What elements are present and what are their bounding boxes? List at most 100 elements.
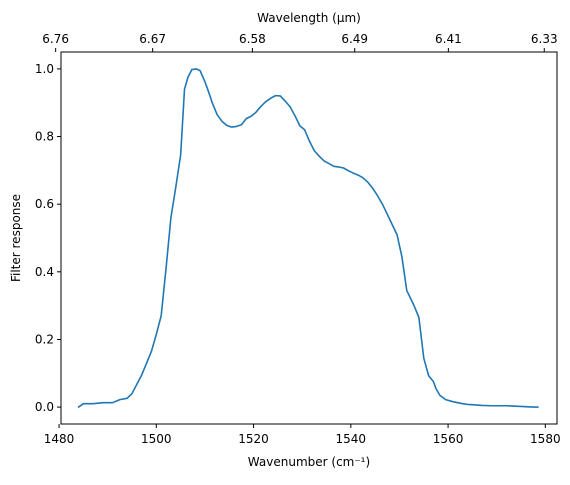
x-axis-label: Wavenumber (cm⁻¹) xyxy=(248,455,370,469)
data-point xyxy=(343,167,345,169)
data-point xyxy=(260,106,262,108)
data-point xyxy=(406,290,408,292)
data-point xyxy=(280,95,282,97)
data-point xyxy=(294,115,296,117)
data-point xyxy=(520,406,522,408)
data-point xyxy=(119,399,121,401)
data-point xyxy=(377,195,379,197)
data-point xyxy=(216,114,218,116)
data-point xyxy=(457,402,459,404)
data-point xyxy=(241,124,243,126)
data-point xyxy=(423,357,425,359)
data-point xyxy=(204,81,206,83)
data-point xyxy=(255,111,257,113)
data-point xyxy=(435,388,437,390)
data-point xyxy=(537,406,539,408)
data-point xyxy=(211,102,213,104)
top-axis-label: Wavelength (μm) xyxy=(257,11,361,25)
data-point xyxy=(396,234,398,236)
data-point xyxy=(309,140,311,142)
data-point xyxy=(532,406,534,408)
data-point xyxy=(352,172,354,174)
data-point xyxy=(160,315,162,317)
data-point xyxy=(304,129,306,131)
data-point xyxy=(131,393,133,395)
data-point xyxy=(382,203,384,205)
data-point xyxy=(170,217,172,219)
data-point xyxy=(289,106,291,108)
data-point xyxy=(199,70,201,72)
x-tick-label: 1580 xyxy=(530,432,561,446)
data-point xyxy=(191,69,193,71)
left-axis: 0.0 0.2 0.4 0.6 0.8 1.0 xyxy=(35,62,61,414)
plot-frame xyxy=(60,51,558,425)
data-point xyxy=(323,160,325,162)
top-tick-label: 6.49 xyxy=(341,32,368,46)
top-axis: 6.76 6.67 6.58 6.49 6.41 6.33 xyxy=(42,32,558,52)
data-point xyxy=(250,115,252,117)
data-point xyxy=(476,404,478,406)
data-point xyxy=(226,125,228,127)
data-point xyxy=(439,394,441,396)
data-point xyxy=(195,68,197,70)
data-point xyxy=(141,374,143,376)
top-tick-label: 6.58 xyxy=(239,32,266,46)
top-tick-label: 6.41 xyxy=(435,32,462,46)
data-point xyxy=(187,77,189,79)
x-tick-label: 1500 xyxy=(141,432,172,446)
data-point xyxy=(151,350,153,352)
y-axis-label: Filter response xyxy=(9,194,23,282)
data-point xyxy=(126,398,128,400)
x-tick-label: 1520 xyxy=(238,432,269,446)
data-point xyxy=(221,121,223,123)
data-point xyxy=(180,154,182,156)
data-point xyxy=(413,305,415,307)
data-point xyxy=(328,163,330,165)
top-tick-label: 6.33 xyxy=(531,32,558,46)
x-tick-label: 1480 xyxy=(44,432,75,446)
data-point xyxy=(481,405,483,407)
data-point xyxy=(184,88,186,90)
y-tick-label: 0.0 xyxy=(35,400,54,414)
data-point xyxy=(208,92,210,94)
data-point xyxy=(338,166,340,168)
series-line-0 xyxy=(77,68,539,408)
data-point xyxy=(433,381,435,383)
top-tick-label: 6.67 xyxy=(139,32,166,46)
data-point xyxy=(372,187,374,189)
y-tick-label: 0.4 xyxy=(35,265,54,279)
data-point xyxy=(491,405,493,407)
data-point xyxy=(367,181,369,183)
data-point xyxy=(506,405,508,407)
data-point xyxy=(467,404,469,406)
data-point xyxy=(401,256,403,258)
data-point xyxy=(83,403,85,405)
data-point xyxy=(391,224,393,226)
y-tick-label: 0.6 xyxy=(35,197,54,211)
data-point xyxy=(445,399,447,401)
data-point xyxy=(299,125,301,127)
plot-layer xyxy=(77,68,539,408)
data-point xyxy=(78,406,80,408)
data-point xyxy=(175,186,177,188)
data-point xyxy=(452,401,454,403)
y-tick-label: 1.0 xyxy=(35,62,54,76)
data-point xyxy=(428,375,430,377)
top-tick-label: 6.76 xyxy=(42,32,69,46)
data-point xyxy=(318,155,320,157)
data-point xyxy=(462,403,464,405)
data-point xyxy=(165,268,167,270)
x-tick-label: 1560 xyxy=(433,432,464,446)
data-point xyxy=(231,126,233,128)
data-point xyxy=(418,317,420,319)
data-point xyxy=(362,177,364,179)
data-point xyxy=(236,126,238,128)
data-point xyxy=(348,170,350,172)
data-point xyxy=(92,403,94,405)
data-point xyxy=(245,118,247,120)
data-point xyxy=(357,174,359,176)
data-point xyxy=(284,100,286,102)
